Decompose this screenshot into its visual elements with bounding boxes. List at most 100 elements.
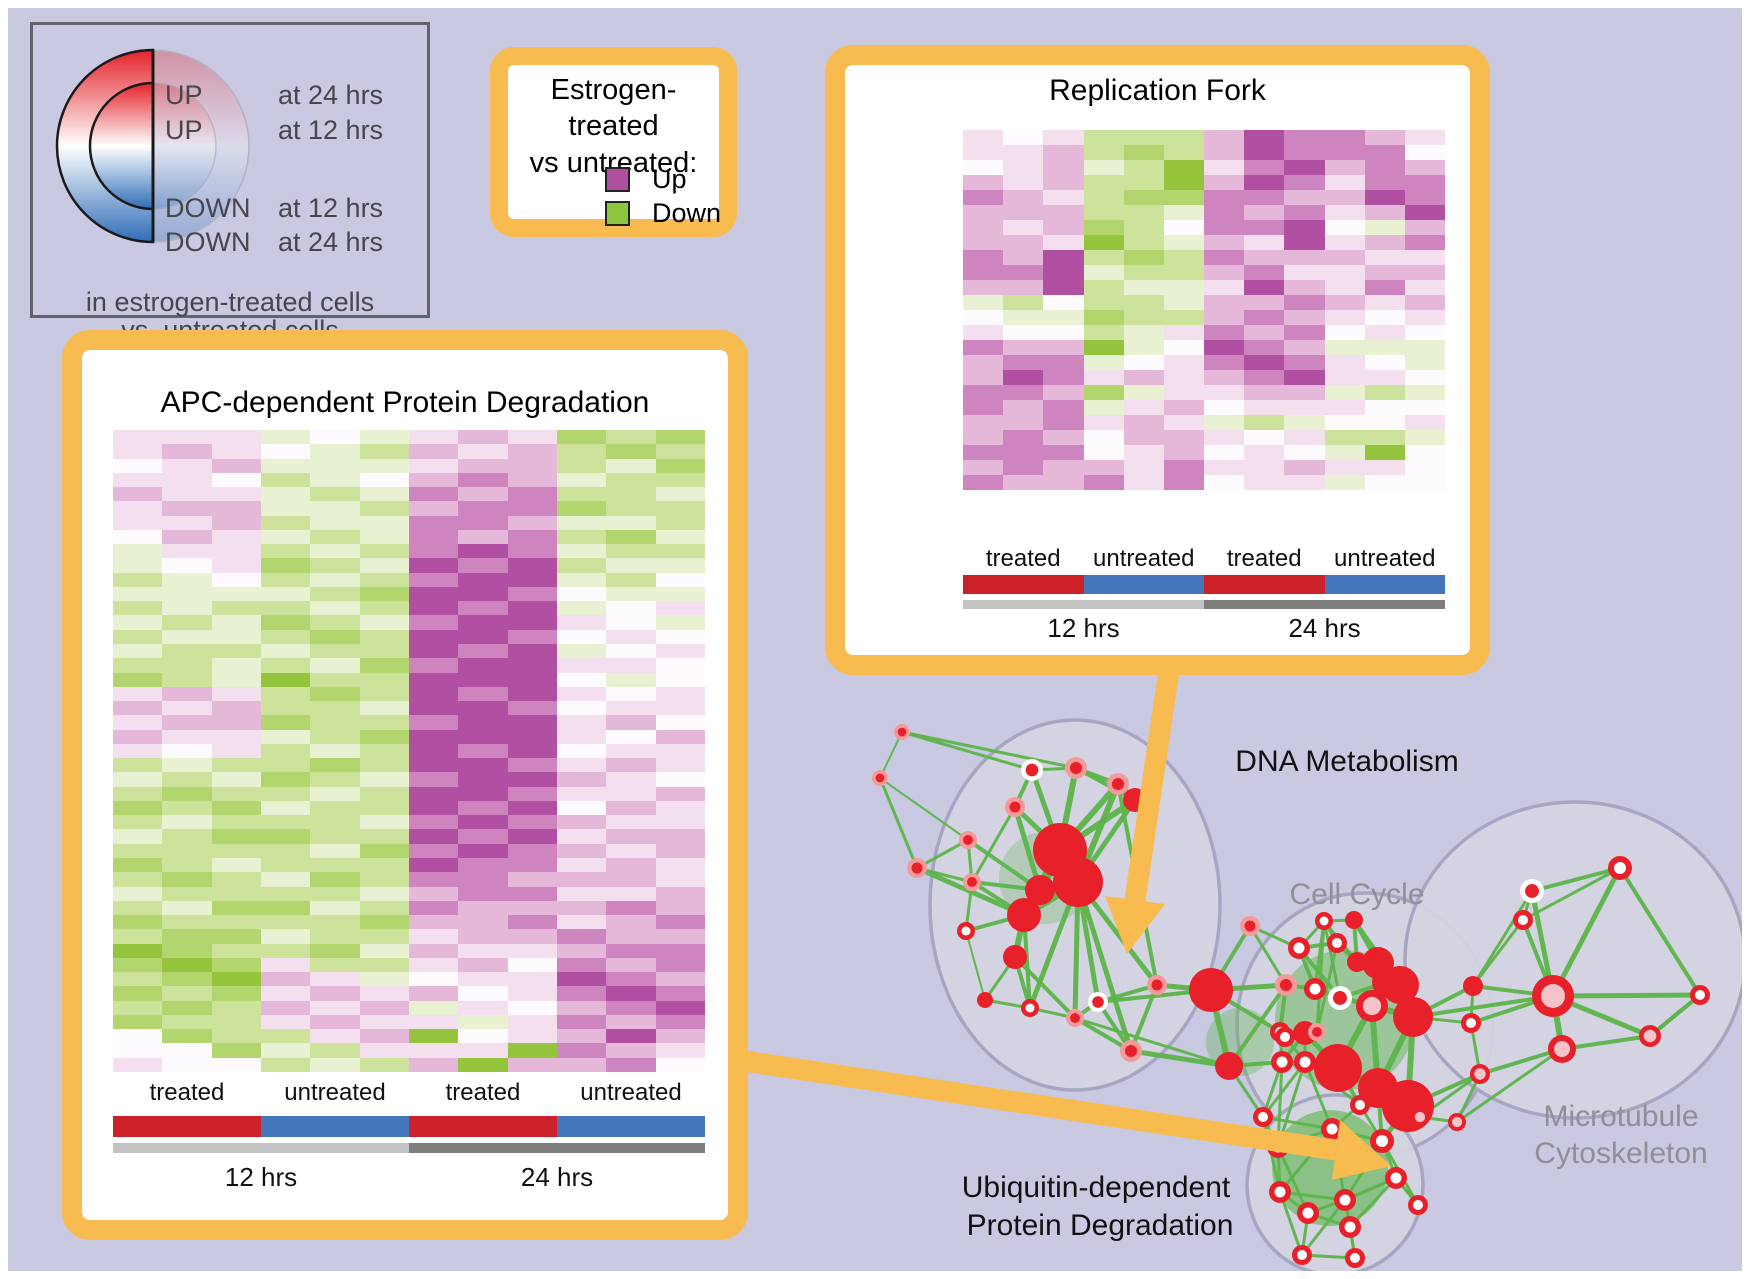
heatmap-cell bbox=[359, 843, 409, 858]
heatmap-cell bbox=[1324, 430, 1365, 445]
heatmap-cell bbox=[1364, 265, 1405, 280]
network-cluster-label: Ubiquitin-dependent bbox=[961, 1171, 1231, 1204]
heatmap-cell bbox=[113, 857, 163, 873]
heatmap-cell bbox=[260, 715, 311, 730]
heatmap-cell bbox=[211, 501, 261, 516]
heatmap-cell bbox=[211, 444, 261, 459]
heatmap-cell bbox=[1163, 295, 1204, 310]
heatmap-cell bbox=[1364, 325, 1405, 340]
heatmap-cell bbox=[162, 615, 212, 630]
heatmap-cell bbox=[162, 586, 212, 602]
heatmap-cell bbox=[1163, 205, 1204, 220]
heatmap-cell bbox=[1284, 325, 1325, 340]
heatmap-cell bbox=[507, 1057, 557, 1072]
node-hole bbox=[1280, 1032, 1290, 1042]
heatmap-cell bbox=[1123, 475, 1164, 490]
heatmap-cell bbox=[556, 943, 607, 958]
network-edge bbox=[1479, 1047, 1563, 1076]
heatmap-cell bbox=[606, 615, 656, 630]
heatmap-cell bbox=[260, 558, 311, 573]
heatmap-cell bbox=[310, 729, 360, 744]
heatmap-cell bbox=[211, 743, 261, 759]
heatmap-cell bbox=[1003, 415, 1044, 430]
heatmap-cell bbox=[1324, 280, 1365, 295]
heatmap-cell bbox=[1083, 400, 1124, 415]
heatmap-cell bbox=[1324, 385, 1365, 400]
heatmap-cell bbox=[1244, 235, 1285, 250]
heatmap-cell bbox=[260, 501, 311, 516]
heatmap-cell bbox=[211, 686, 261, 702]
heatmap-cell bbox=[162, 772, 212, 787]
heatmap-cell bbox=[310, 558, 360, 573]
network-edge bbox=[1456, 1047, 1563, 1124]
network-edge bbox=[879, 731, 903, 779]
heatmap-cell bbox=[1284, 460, 1325, 475]
heatmap-cell bbox=[310, 786, 360, 801]
heatmap-cell bbox=[606, 444, 656, 459]
node-hole bbox=[1355, 1100, 1365, 1110]
node-hole bbox=[1350, 1253, 1360, 1263]
heatmap-cell bbox=[408, 672, 459, 687]
heatmap-cell bbox=[655, 501, 705, 516]
network-node-red bbox=[1215, 1052, 1243, 1080]
heatmap-cell bbox=[359, 586, 409, 602]
cluster-microtubule-cytoskeleton bbox=[1403, 800, 1747, 1120]
heatmap-cell bbox=[211, 715, 261, 730]
heatmap-cell bbox=[655, 658, 705, 673]
heatmap-cell bbox=[113, 615, 163, 630]
network-node-red bbox=[1463, 976, 1483, 996]
heatmap-cell bbox=[458, 1057, 508, 1072]
heatmap-cell bbox=[260, 943, 311, 958]
heatmap-cell bbox=[260, 957, 311, 973]
network-edge bbox=[1522, 866, 1621, 922]
heatmap-cell bbox=[556, 829, 607, 844]
heatmap-cell bbox=[359, 1043, 409, 1058]
heatmap-cell bbox=[359, 715, 409, 730]
ring-legend-time-24b: at 24 hrs bbox=[278, 227, 384, 257]
heatmap-cell bbox=[507, 686, 557, 702]
heatmap-cell bbox=[260, 815, 311, 830]
heatmap-cell bbox=[655, 772, 705, 787]
heatmap-cell bbox=[408, 715, 459, 730]
heatmap-cell bbox=[113, 900, 163, 916]
network-node-red bbox=[1025, 875, 1055, 905]
heatmap-cell bbox=[1163, 190, 1204, 205]
heatmap-cell bbox=[507, 586, 557, 602]
node-core bbox=[1111, 777, 1125, 791]
rf-treated-bar-24 bbox=[1204, 575, 1325, 594]
apc-untreated-12-label: untreated bbox=[284, 1079, 386, 1106]
heatmap-cell bbox=[458, 444, 508, 459]
heatmap-cell bbox=[1123, 190, 1164, 205]
heatmap-cell bbox=[458, 672, 508, 687]
heatmap-cell bbox=[1043, 310, 1084, 325]
heatmap-cell bbox=[1083, 205, 1124, 220]
heatmap-cell bbox=[408, 843, 459, 858]
rf-treated-12-label: treated bbox=[985, 545, 1061, 572]
heatmap-cell bbox=[655, 800, 705, 816]
heatmap-cell bbox=[1043, 130, 1084, 145]
heatmap-cell bbox=[260, 572, 311, 587]
page-margin-top bbox=[0, 0, 1750, 8]
heatmap-cell bbox=[1123, 400, 1164, 415]
heatmap-cell bbox=[113, 529, 163, 545]
heatmap-cell bbox=[310, 943, 360, 958]
heatmap-cell bbox=[963, 355, 1004, 370]
heatmap-cell bbox=[260, 529, 311, 545]
network-edge bbox=[901, 730, 1033, 772]
heatmap-cell bbox=[113, 929, 163, 944]
heatmap-cell bbox=[113, 601, 163, 616]
heatmap-cell bbox=[1364, 415, 1405, 430]
heatmap-cell bbox=[458, 629, 508, 644]
heatmap-cell bbox=[113, 829, 163, 844]
repfork-time-labels: 12 hrs 24 hrs bbox=[963, 613, 1445, 644]
heatmap-cell bbox=[359, 672, 409, 687]
heatmap-cell bbox=[1163, 265, 1204, 280]
heatmap-cell bbox=[310, 658, 360, 673]
heatmap-cell bbox=[211, 658, 261, 673]
heatmap-cell bbox=[260, 843, 311, 858]
heatmap-cell bbox=[359, 772, 409, 787]
heatmap-cell bbox=[507, 715, 557, 730]
heatmap-cell bbox=[1364, 400, 1405, 415]
heatmap-cell bbox=[507, 915, 557, 930]
heatmap-cell bbox=[113, 629, 163, 644]
